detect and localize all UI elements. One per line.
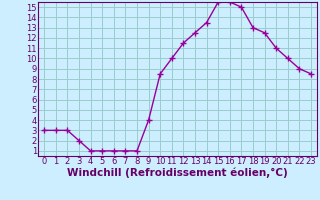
X-axis label: Windchill (Refroidissement éolien,°C): Windchill (Refroidissement éolien,°C) [67,168,288,178]
